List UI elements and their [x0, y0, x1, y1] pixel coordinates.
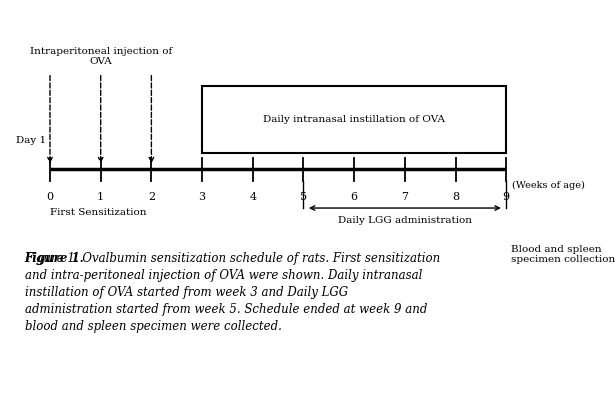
Text: 9: 9	[503, 192, 510, 202]
Text: Daily LGG administration: Daily LGG administration	[338, 216, 472, 225]
Text: Figure 1. Ovalbumin sensitization schedule of rats. First sensitization
and intr: Figure 1. Ovalbumin sensitization schedu…	[25, 252, 441, 333]
Text: Figure 1.: Figure 1.	[25, 252, 84, 265]
Text: 5: 5	[300, 192, 307, 202]
Text: 6: 6	[351, 192, 358, 202]
Text: 1: 1	[97, 192, 104, 202]
Text: 0: 0	[46, 192, 54, 202]
Text: First Sensitization: First Sensitization	[50, 208, 147, 217]
Text: Daily intranasal instillation of OVA: Daily intranasal instillation of OVA	[263, 115, 445, 124]
Bar	[202, 85, 506, 153]
Text: 7: 7	[402, 192, 408, 202]
Text: (Weeks of age): (Weeks of age)	[513, 181, 585, 190]
Text: Blood and spleen
specimen collection: Blood and spleen specimen collection	[511, 245, 615, 264]
Text: Day 1: Day 1	[16, 136, 46, 145]
Text: 3: 3	[198, 192, 206, 202]
Text: 4: 4	[249, 192, 256, 202]
Text: 2: 2	[148, 192, 155, 202]
Text: Intraperitoneal injection of
OVA: Intraperitoneal injection of OVA	[30, 47, 172, 66]
Text: 8: 8	[452, 192, 459, 202]
